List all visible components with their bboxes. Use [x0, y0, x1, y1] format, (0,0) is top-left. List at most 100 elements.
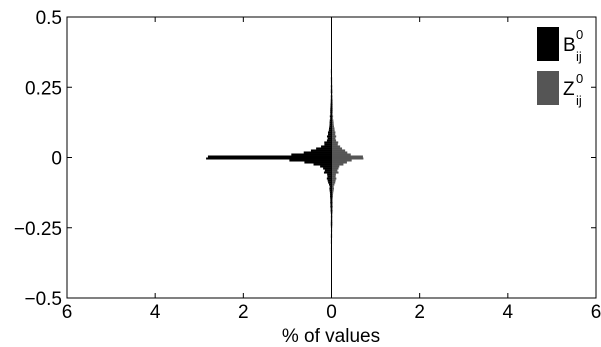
bar-z	[331, 107, 333, 110]
legend-subscript: ij	[576, 49, 582, 64]
bar-b	[329, 121, 332, 124]
bar-z	[331, 111, 333, 114]
bar-b	[329, 119, 332, 122]
bar-z	[331, 193, 334, 196]
bar-z	[331, 153, 351, 156]
bar-b	[330, 205, 332, 208]
bar-z	[331, 151, 348, 154]
bar-b	[329, 185, 332, 188]
x-tick-label: 4	[503, 302, 514, 323]
bar-b	[324, 169, 332, 172]
bar-z	[331, 123, 334, 126]
bar-z	[331, 155, 363, 158]
bar-z	[331, 195, 333, 198]
bar-b	[330, 107, 332, 110]
bar-z	[331, 147, 343, 150]
bar-z	[331, 177, 337, 180]
bar-z	[331, 167, 339, 170]
bar-z	[331, 189, 334, 192]
bar-b	[207, 155, 332, 158]
x-tick-label: 6	[591, 302, 601, 323]
bar-b	[324, 143, 332, 146]
legend-swatch-b	[537, 27, 559, 61]
bar-z	[331, 143, 338, 146]
legend-superscript: 0	[576, 71, 583, 86]
bar-b	[329, 189, 332, 192]
bar-z	[331, 169, 338, 172]
bar-z	[331, 159, 352, 162]
bar-z	[331, 201, 333, 204]
bar-z	[331, 203, 333, 206]
bar-b	[304, 161, 332, 164]
bar-z	[331, 137, 336, 140]
bar-b	[321, 145, 332, 148]
bar-b	[330, 111, 332, 114]
bar-b	[329, 191, 332, 194]
bar-z	[331, 129, 335, 132]
bar-z	[331, 191, 334, 194]
bar-b	[327, 179, 332, 182]
bar-z	[331, 109, 333, 112]
bar-b	[328, 181, 332, 184]
bar-z	[331, 179, 336, 182]
bar-b	[289, 159, 332, 162]
bar-z	[331, 205, 333, 208]
bar-b	[327, 137, 332, 140]
bar-z	[331, 141, 339, 144]
bar-z	[331, 145, 341, 148]
y-tick-label: −0.5	[24, 289, 62, 310]
bar-z	[331, 183, 335, 186]
bar-z	[331, 119, 334, 122]
bar-b	[329, 125, 332, 128]
bar-b	[313, 163, 332, 166]
bar-z	[331, 211, 333, 214]
y-tick-label: −0.25	[14, 219, 62, 240]
bar-b	[330, 197, 332, 200]
bar-b	[330, 117, 332, 120]
legend-swatch-z	[537, 71, 559, 105]
bar-z	[331, 207, 333, 210]
x-tick-label: 0	[326, 302, 337, 323]
bar-z	[331, 95, 333, 98]
bar-b	[330, 201, 332, 204]
x-tick-label: 6	[62, 302, 73, 323]
x-tick-label: 4	[150, 302, 161, 323]
bar-z	[331, 165, 340, 168]
bar-b	[206, 157, 332, 160]
bar-b	[328, 129, 332, 132]
bar-b	[329, 187, 332, 190]
legend-superscript: 0	[576, 27, 583, 42]
bar-z	[331, 117, 333, 120]
bar-z	[331, 157, 364, 160]
bar-z	[331, 99, 333, 102]
bar-z	[331, 199, 333, 202]
bar-z	[331, 171, 339, 174]
bar-z	[331, 101, 333, 104]
bar-z	[331, 187, 334, 190]
bar-b	[330, 113, 332, 116]
bar-b	[330, 109, 332, 112]
bar-b	[330, 195, 332, 198]
bar-z	[331, 139, 337, 142]
bar-b	[330, 193, 332, 196]
y-tick-label: 0	[51, 149, 62, 170]
bar-b	[330, 199, 332, 202]
bar-b	[328, 133, 332, 136]
bar-b	[326, 177, 332, 180]
bar-b	[326, 139, 332, 142]
bar-b	[323, 171, 332, 174]
x-tick-label: 2	[238, 302, 249, 323]
bar-b	[327, 173, 332, 176]
bar-z	[331, 113, 333, 116]
y-tick-label: 0.5	[36, 8, 62, 29]
bar-z	[331, 103, 333, 106]
bar-b	[328, 183, 332, 186]
x-tick-label: 2	[414, 302, 425, 323]
bar-b	[291, 153, 332, 156]
bar-z	[331, 209, 333, 212]
bar-z	[331, 133, 336, 136]
bar-z	[331, 185, 334, 188]
bar-z	[331, 149, 346, 152]
